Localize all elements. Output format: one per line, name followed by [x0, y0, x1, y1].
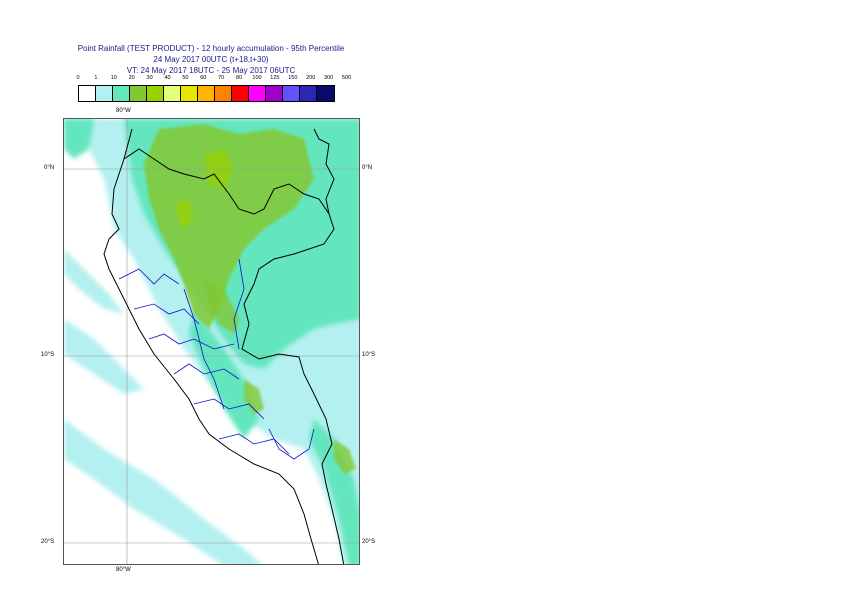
legend-swatch: [249, 86, 266, 101]
legend-swatch: [96, 86, 113, 101]
graticule: [64, 119, 359, 564]
legend-tick-label: 500: [341, 75, 352, 81]
region-boundaries: [118, 258, 315, 460]
legend-tick-label: 20: [128, 75, 135, 81]
legend-swatch: [317, 86, 334, 101]
legend-tick-label: 100: [252, 75, 262, 81]
legend-swatch: [147, 86, 164, 101]
legend-swatch: [215, 86, 232, 101]
legend-swatch: [283, 86, 300, 101]
rainfall-map: [63, 118, 360, 565]
lat-20-left: 20°S: [41, 539, 55, 545]
legend-tick-label: 60: [200, 75, 207, 81]
legend-swatch: [232, 86, 249, 101]
map-title: Point Rainfall (TEST PRODUCT) - 12 hourl…: [77, 44, 345, 53]
legend-tick-label: 0: [76, 75, 80, 81]
map-canvas: [64, 119, 359, 564]
rain-field-heavy: [144, 124, 356, 474]
lat-0-right: 0°N: [362, 165, 373, 171]
legend-tick-label: 30: [146, 75, 153, 81]
valid-time-label: VT: 24 May 2017 18UTC - 25 May 2017 06UT…: [126, 66, 296, 75]
legend-swatch: [164, 86, 181, 101]
legend-tick-label: 50: [182, 75, 189, 81]
legend-tick-label: 200: [306, 75, 316, 81]
lon-label-bottom: 80°W: [116, 567, 131, 573]
lat-10-left: 10°S: [41, 352, 55, 358]
lon-label-top: 80°W: [116, 108, 131, 114]
lat-0-left: 0°N: [44, 165, 55, 171]
legend-tick-label: 40: [164, 75, 171, 81]
legend-swatch: [79, 86, 96, 101]
legend-tick-label: 80: [236, 75, 243, 81]
run-time-label: 24 May 2017 00UTC (t+18,t+30): [153, 55, 269, 64]
legend-tick-label: 70: [218, 75, 225, 81]
legend-tick-label: 300: [324, 75, 334, 81]
lat-20-right: 20°S: [362, 539, 376, 545]
lat-10-right: 10°S: [362, 352, 376, 358]
legend-tick-label: 125: [270, 75, 280, 81]
legend-tick-label: 10: [110, 75, 117, 81]
legend-swatch: [300, 86, 317, 101]
legend-swatch: [266, 86, 283, 101]
legend-swatch: [130, 86, 147, 101]
legend-tick-label: 150: [288, 75, 298, 81]
legend-swatches: [78, 85, 335, 102]
legend-tick-label: 1: [94, 75, 98, 81]
country-borders: [103, 128, 345, 564]
legend-swatch: [113, 86, 130, 101]
legend-swatch: [198, 86, 215, 101]
legend-swatch: [181, 86, 198, 101]
